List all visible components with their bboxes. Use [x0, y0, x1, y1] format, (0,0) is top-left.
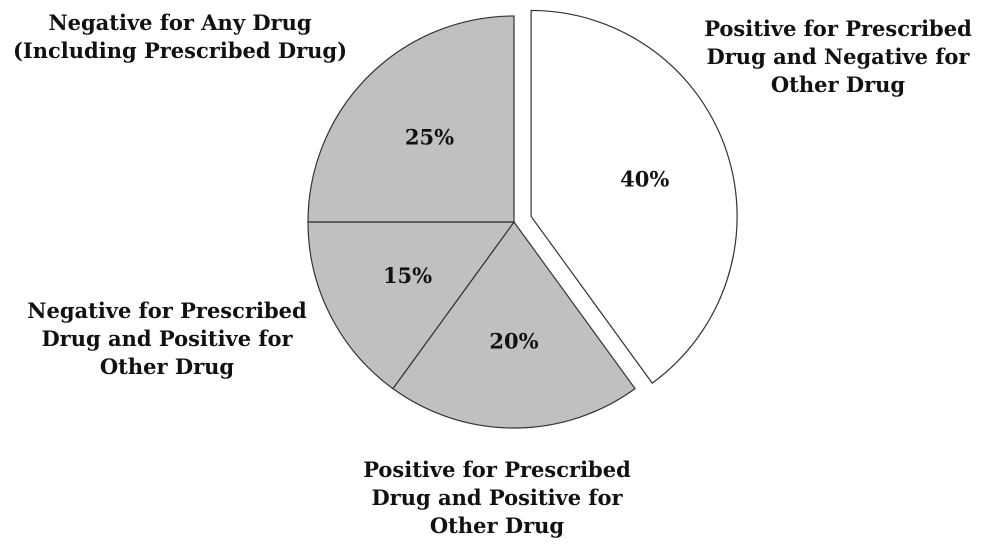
pie-category-label-2: Positive for Prescribed Drug and Positive…: [363, 457, 631, 538]
pie-category-label-line: Drug and Positive for: [41, 326, 293, 351]
pie-slice-labels: Positive for Prescribed Drug and Negative…: [13, 10, 972, 538]
pie-category-label-line: Other Drug: [771, 72, 906, 97]
pie-value-label-1: 40%: [620, 167, 669, 192]
pie-slice-4: [307, 15, 515, 223]
pie-value-label-2: 20%: [489, 328, 538, 353]
pie-category-label-line: Drug and Positive for: [371, 485, 623, 510]
pie-category-label-4: Negative for Any Drug (Including Prescrib…: [13, 10, 347, 63]
pie-category-label-line: Other Drug: [100, 354, 235, 379]
pie-category-label-line: Drug and Negative for: [707, 44, 971, 69]
pie-category-label-line: (Including Prescribed Drug): [13, 38, 347, 63]
pie-slice-1: [530, 9, 738, 384]
pie-category-label-line: Negative for Any Drug: [48, 10, 311, 35]
pie-value-label-4: 25%: [405, 125, 454, 150]
pie-category-label-3: Negative for Prescribed Drug and Positive…: [27, 298, 307, 379]
pie-slice-2: [392, 220, 636, 429]
pie-category-label-line: Other Drug: [430, 513, 565, 538]
pie-category-label-line: Positive for Prescribed: [363, 457, 631, 482]
pie-slice-3: [307, 221, 516, 390]
pie-category-label-line: Negative for Prescribed: [27, 298, 307, 323]
pie-value-labels: 40% 20% 15% 25%: [383, 125, 669, 354]
pie-slices: [307, 9, 738, 429]
pie-category-label-line: Positive for Prescribed: [704, 16, 972, 41]
pie-value-label-3: 15%: [383, 263, 432, 288]
pie-category-label-1: Positive for Prescribed Drug and Negative…: [704, 16, 972, 97]
